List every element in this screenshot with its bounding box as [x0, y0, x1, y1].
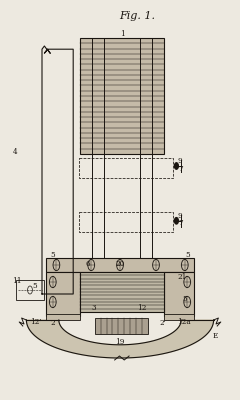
- Text: E: E: [212, 332, 217, 340]
- Text: 7: 7: [178, 219, 183, 227]
- Bar: [80, 272, 164, 312]
- Text: 5: 5: [185, 251, 190, 259]
- Text: 3: 3: [91, 304, 96, 312]
- Text: 2': 2': [160, 319, 167, 327]
- Bar: [46, 258, 194, 272]
- Text: 12': 12': [30, 318, 41, 326]
- Bar: [164, 314, 194, 320]
- Text: 5: 5: [32, 282, 37, 290]
- Text: Fig. 1.: Fig. 1.: [119, 11, 155, 21]
- Text: 1: 1: [120, 30, 125, 38]
- Text: 12: 12: [137, 304, 146, 312]
- Bar: [164, 272, 194, 316]
- Text: 5: 5: [182, 295, 187, 303]
- Bar: [46, 272, 80, 316]
- Text: 7: 7: [178, 165, 183, 173]
- Text: 21: 21: [178, 273, 187, 281]
- Polygon shape: [26, 320, 214, 358]
- Bar: [95, 318, 148, 334]
- Circle shape: [174, 163, 178, 169]
- Bar: [79, 158, 173, 178]
- Text: 6: 6: [85, 260, 90, 268]
- Text: 2: 2: [50, 319, 55, 327]
- Bar: [79, 212, 173, 232]
- Bar: [16, 280, 44, 300]
- Text: 11: 11: [12, 277, 21, 285]
- Bar: [80, 38, 164, 154]
- Text: 19: 19: [115, 338, 125, 346]
- Text: 9: 9: [177, 157, 182, 165]
- Text: 9: 9: [177, 212, 182, 220]
- Circle shape: [174, 218, 178, 224]
- Text: 5: 5: [50, 251, 55, 259]
- Text: 4: 4: [13, 148, 18, 156]
- Text: 12a: 12a: [177, 318, 190, 326]
- Bar: [46, 314, 80, 320]
- Text: 20: 20: [115, 260, 125, 268]
